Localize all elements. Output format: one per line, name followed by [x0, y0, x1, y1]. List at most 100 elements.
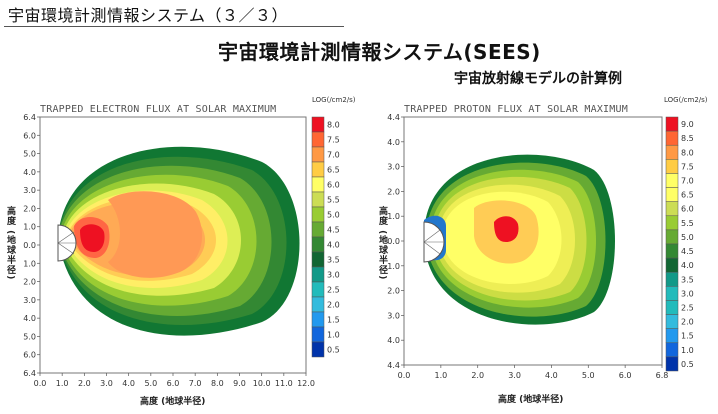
- proton-legend-label: 5.5: [681, 219, 694, 228]
- electron-legend-swatch: [311, 281, 325, 298]
- electron-y-tick: 2.0: [23, 204, 36, 213]
- proton-legend-swatch: [665, 328, 679, 344]
- proton-legend-label: 4.5: [681, 247, 694, 256]
- electron-y-axis-label: 高度 (地球半径): [5, 206, 15, 281]
- proton-legend-swatch: [665, 257, 679, 273]
- proton-legend: 9.0 8.5 8.0 7.5 7.0 6.5 6.0 5.5 5.0 4.5 4.0 3.5 3.0 2…: [665, 116, 694, 372]
- electron-legend-swatch: [311, 296, 325, 313]
- electron-legend-swatch: [311, 116, 325, 133]
- proton-legend-label: 6.0: [681, 205, 694, 214]
- electron-legend-swatch: [311, 176, 325, 193]
- electron-x-tick: 2.0: [78, 379, 91, 388]
- electron-legend-swatch: [311, 191, 325, 208]
- main-title: 宇宙環境計測情報システム(SEES): [218, 40, 541, 64]
- proton-legend-label: 2.0: [681, 318, 694, 327]
- proton-y-tick: 4.0: [387, 138, 400, 147]
- proton-legend-swatch: [665, 116, 679, 132]
- proton-x-tick: 0.0: [398, 371, 411, 380]
- proton-legend-swatch: [665, 286, 679, 301]
- electron-y-tick: 6.0: [23, 351, 36, 360]
- proton-legend-label: 1.0: [681, 346, 694, 355]
- electron-x-tick: 8.0: [211, 379, 224, 388]
- proton-y-tick: 1.0: [387, 262, 400, 271]
- electron-y-tick: 3.0: [23, 186, 36, 195]
- proton-core: [494, 216, 519, 242]
- proton-legend-label: 2.5: [681, 304, 694, 313]
- electron-y-tick: 0.0: [23, 241, 36, 250]
- electron-legend-label: 2.0: [327, 301, 340, 310]
- proton-x-tick: 6.8: [656, 371, 669, 380]
- electron-legend-label: 1.0: [327, 331, 340, 340]
- proton-x-axis-label: 高度 (地球半径): [498, 395, 564, 405]
- electron-legend-swatch: [311, 146, 325, 163]
- electron-y-tick: 3.0: [23, 296, 36, 305]
- proton-y-tick: 2.0: [387, 187, 400, 196]
- proton-axis-ticks: 0.0 1.0 2.0 3.0 4.0 5.0 6.0 6.8 4.4 4.0 3.0 2.0 1.0 0…: [387, 113, 668, 380]
- proton-legend-unit: LOG(/cm2/s): [664, 96, 708, 104]
- proton-legend-swatch: [665, 130, 679, 146]
- proton-x-tick: 1.0: [434, 371, 447, 380]
- proton-y-tick: 4.4: [387, 361, 400, 370]
- electron-legend-label: 5.5: [327, 196, 340, 205]
- proton-legend-label: 3.5: [681, 275, 694, 284]
- proton-legend-swatch: [665, 159, 679, 174]
- electron-legend-label: 3.0: [327, 271, 340, 280]
- electron-legend-label: 3.5: [327, 256, 340, 265]
- proton-y-tick: 0.0: [387, 237, 400, 246]
- electron-legend-label: 8.0: [327, 121, 340, 130]
- electron-legend-swatch: [311, 161, 325, 178]
- proton-legend-swatch: [665, 243, 679, 259]
- proton-y-axis-label: 高度 (地球半径): [377, 206, 387, 281]
- proton-legend-swatch: [665, 144, 679, 160]
- electron-y-tick: 1.0: [23, 223, 36, 232]
- proton-x-tick: 6.0: [619, 371, 632, 380]
- electron-legend-swatch: [311, 266, 325, 283]
- electron-legend-label: 7.0: [327, 151, 340, 160]
- proton-x-tick: 2.0: [471, 371, 484, 380]
- electron-legend-label: 4.0: [327, 241, 340, 250]
- electron-x-axis-label: 高度 (地球半径): [140, 397, 206, 407]
- proton-legend-swatch: [665, 173, 679, 188]
- proton-chart-title: TRAPPED PROTON FLUX AT SOLAR MAXIMUM: [404, 104, 628, 115]
- electron-legend-label: 2.5: [327, 286, 340, 295]
- proton-legend-label: 8.0: [681, 148, 694, 157]
- proton-x-tick: 4.0: [545, 371, 558, 380]
- electron-x-tick: 5.0: [144, 379, 157, 388]
- electron-x-tick: 9.0: [233, 379, 246, 388]
- electron-y-tick: 4.0: [23, 314, 36, 323]
- electron-legend-swatch: [311, 221, 325, 238]
- electron-y-tick: 6.4: [23, 113, 36, 122]
- proton-legend-label: 7.5: [681, 162, 694, 171]
- electron-x-tick: 12.0: [297, 379, 315, 388]
- sub-title: 宇宙放射線モデルの計算例: [454, 71, 622, 87]
- proton-y-tick: 1.0: [387, 212, 400, 221]
- proton-legend-swatch: [665, 356, 679, 372]
- proton-y-tick: 4.0: [387, 336, 400, 345]
- proton-x-tick: 3.0: [508, 371, 521, 380]
- proton-legend-label: 6.5: [681, 191, 694, 200]
- electron-legend-label: 0.5: [327, 346, 340, 355]
- proton-y-tick: 2.0: [387, 287, 400, 296]
- electron-legend-label: 6.5: [327, 166, 340, 175]
- proton-legend-label: 0.5: [681, 360, 694, 369]
- electron-y-tick: 4.0: [23, 168, 36, 177]
- electron-legend-label: 7.5: [327, 136, 340, 145]
- proton-legend-label: 1.5: [681, 332, 694, 341]
- header-underline: [4, 26, 344, 27]
- proton-legend-label: 9.0: [681, 120, 694, 129]
- electron-x-tick: 11.0: [275, 379, 293, 388]
- electron-legend-unit: LOG(/cm2/s): [312, 96, 356, 104]
- electron-y-tick: 5.0: [23, 150, 36, 159]
- electron-legend-swatch: [311, 341, 325, 358]
- proton-legend-swatch: [665, 314, 679, 329]
- electron-legend-label: 5.0: [327, 211, 340, 220]
- electron-legend-label: 6.0: [327, 181, 340, 190]
- proton-y-tick: 3.0: [387, 163, 400, 172]
- electron-x-tick: 7.0: [189, 379, 202, 388]
- electron-x-tick: 3.0: [100, 379, 113, 388]
- proton-legend-label: 8.5: [681, 134, 694, 143]
- proton-legend-label: 5.0: [681, 233, 694, 242]
- proton-legend-swatch: [665, 215, 679, 231]
- electron-legend-swatch: [311, 251, 325, 268]
